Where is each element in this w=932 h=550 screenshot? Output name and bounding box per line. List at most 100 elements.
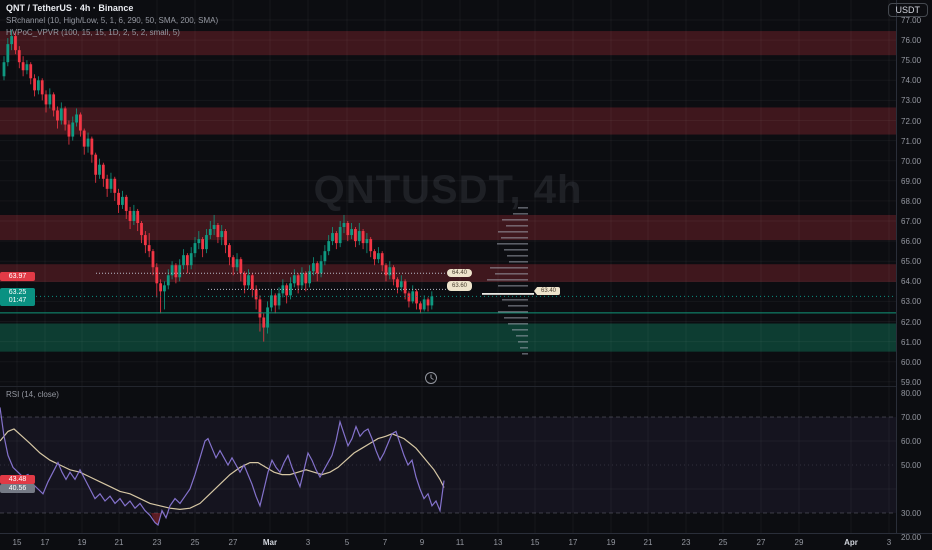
candle-body — [132, 210, 136, 221]
candle-body — [403, 281, 407, 294]
time-tick: 15 — [12, 538, 22, 547]
candle-body — [422, 299, 426, 310]
time-axis[interactable]: 15 17 19 21 23 25 27 Mar 3 5 7 9 11 13 15 17 19 21 23 25 27 2… — [0, 534, 932, 550]
candle-body — [369, 239, 373, 252]
axis-separator-horizontal — [0, 533, 932, 534]
time-tick: 3 — [886, 538, 892, 547]
candle-body — [105, 178, 109, 189]
candle-body — [354, 229, 357, 242]
time-tick: 25 — [718, 538, 728, 547]
candle-body — [239, 259, 243, 274]
time-tick: 17 — [568, 538, 578, 547]
price-tick: 61.00 — [901, 337, 922, 347]
last-price-label: 63.25 01:47 — [0, 288, 35, 306]
time-tick: 25 — [190, 538, 200, 547]
rsi-tick: 20.00 — [901, 533, 922, 542]
volume-profile-row — [501, 237, 528, 239]
candle-body — [17, 50, 21, 63]
time-tick: 5 — [344, 538, 350, 547]
symbol-title[interactable]: QNT / TetherUS · 4h · Binance — [6, 3, 134, 13]
candle-body — [426, 299, 430, 306]
rsi-legend[interactable]: RSI (14, close) — [6, 390, 59, 399]
candle-body — [357, 231, 361, 242]
candle-body — [224, 231, 227, 246]
candle-body — [277, 293, 281, 306]
poc-line — [482, 293, 534, 295]
candle-body — [143, 235, 147, 246]
volume-profile-row — [498, 285, 528, 287]
time-tick: Mar — [262, 538, 278, 547]
rsi-axis[interactable]: 80.00 70.00 60.00 50.00 30.00 20.00 — [897, 386, 932, 542]
candle-body — [227, 245, 231, 258]
candle-body — [212, 225, 216, 230]
time-tick: 7 — [382, 538, 388, 547]
rsi-tick: 30.00 — [901, 509, 922, 518]
volume-profile-row — [498, 231, 528, 233]
indicator-srchannel-label[interactable]: SRchannel (10, High/Low, 5, 1, 6, 290, 5… — [6, 16, 219, 25]
volume-profile-row — [513, 213, 528, 215]
support-zone — [0, 323, 896, 352]
volume-profile-row — [502, 299, 528, 301]
price-axis[interactable]: 77.00 76.00 75.00 74.00 73.00 72.00 71.00 70.00… — [897, 0, 932, 533]
candle-body — [14, 36, 17, 51]
candle-body — [384, 265, 388, 276]
price-tick: 67.00 — [901, 217, 922, 226]
candle-body — [415, 291, 418, 304]
candle-body — [155, 267, 159, 284]
candle-body — [147, 245, 151, 252]
candle-body — [182, 255, 185, 266]
rsi-band-fill — [0, 417, 896, 513]
time-tick: 27 — [756, 538, 766, 547]
clock-hand — [430, 377, 434, 380]
last-price-value: 63.25 — [8, 289, 27, 296]
volume-profile-row — [516, 335, 528, 337]
time-tick: 23 — [681, 538, 691, 547]
rsi-tick: 60.00 — [901, 437, 922, 446]
candle-body — [33, 78, 36, 91]
price-tick: 76.00 — [901, 36, 922, 46]
time-tick: 21 — [643, 538, 653, 547]
candle-body — [220, 231, 224, 238]
volume-profile-row — [512, 329, 528, 331]
alert-price-label: 63.97 — [0, 272, 35, 281]
time-tick: Apr — [844, 538, 858, 547]
indicator-hvpoc-label[interactable]: HVPoC_VPVR (100, 15, 15, 1D, 2, 5, 2, sm… — [6, 28, 180, 37]
candle-body — [407, 293, 411, 302]
candle-body — [121, 196, 124, 205]
candle-body — [266, 307, 269, 328]
candle-body — [94, 154, 98, 175]
resistance-zone — [0, 31, 896, 56]
candle-wick — [164, 281, 165, 310]
volume-profile-row — [509, 261, 528, 263]
time-tick: 23 — [152, 538, 162, 547]
candle-body — [323, 251, 327, 262]
candle-body — [71, 122, 75, 137]
price-tick: 59.00 — [901, 377, 922, 387]
candle-body — [151, 251, 155, 268]
candle-body — [361, 231, 365, 244]
volume-profile-row — [508, 323, 528, 325]
currency-toggle-button[interactable]: USDT — [887, 3, 928, 17]
candle-body — [67, 124, 71, 137]
candle-body — [430, 296, 434, 306]
symbol-watermark: QNTUSDT, 4h — [313, 168, 583, 212]
chart-legend: QNT / TetherUS · 4h · Binance SRchannel … — [6, 3, 218, 38]
candle-body — [163, 285, 166, 292]
time-tick: 27 — [228, 538, 238, 547]
price-tick: 63.00 — [901, 297, 922, 307]
pane-divider[interactable] — [0, 386, 896, 387]
price-tick: 66.00 — [901, 237, 922, 247]
candle-body — [140, 223, 143, 236]
candle-body — [2, 62, 6, 77]
candle-body — [373, 251, 376, 260]
price-tick: 73.00 — [901, 96, 922, 106]
candle-body — [136, 210, 140, 224]
candle-body — [178, 265, 182, 278]
candle-body — [289, 283, 292, 296]
volume-profile-row — [504, 317, 528, 319]
candle-body — [396, 279, 399, 288]
candle-body — [315, 263, 319, 274]
candle-body — [82, 130, 86, 147]
rsi-tick: 50.00 — [901, 461, 922, 470]
